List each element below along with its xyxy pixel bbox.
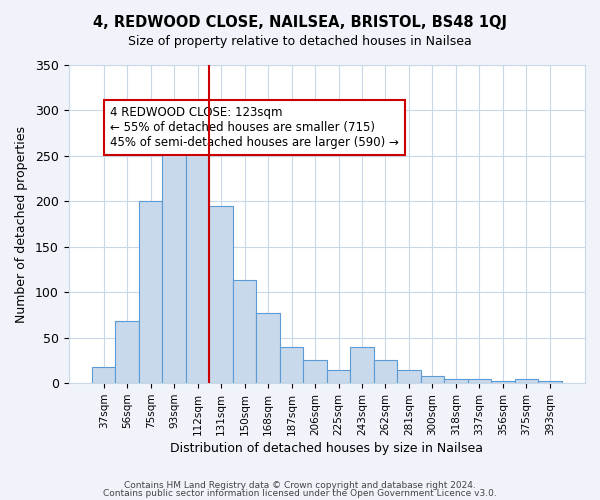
Bar: [115, 322, 139, 383]
Bar: [350, 347, 374, 383]
Bar: [92, 367, 115, 383]
Bar: [515, 378, 538, 383]
Bar: [491, 382, 515, 383]
Bar: [139, 202, 163, 383]
Bar: [186, 130, 209, 383]
Y-axis label: Number of detached properties: Number of detached properties: [15, 126, 28, 322]
Bar: [233, 280, 256, 383]
Bar: [163, 130, 186, 383]
Bar: [280, 347, 303, 383]
Bar: [467, 378, 491, 383]
Bar: [327, 370, 350, 383]
Bar: [303, 360, 327, 383]
Text: Contains HM Land Registry data © Crown copyright and database right 2024.: Contains HM Land Registry data © Crown c…: [124, 481, 476, 490]
Text: Size of property relative to detached houses in Nailsea: Size of property relative to detached ho…: [128, 35, 472, 48]
Bar: [421, 376, 444, 383]
Text: 4 REDWOOD CLOSE: 123sqm
← 55% of detached houses are smaller (715)
45% of semi-d: 4 REDWOOD CLOSE: 123sqm ← 55% of detache…: [110, 106, 399, 150]
Bar: [538, 382, 562, 383]
Bar: [444, 378, 467, 383]
Bar: [397, 370, 421, 383]
Bar: [256, 313, 280, 383]
Bar: [374, 360, 397, 383]
Text: Contains public sector information licensed under the Open Government Licence v3: Contains public sector information licen…: [103, 488, 497, 498]
X-axis label: Distribution of detached houses by size in Nailsea: Distribution of detached houses by size …: [170, 442, 483, 455]
Text: 4, REDWOOD CLOSE, NAILSEA, BRISTOL, BS48 1QJ: 4, REDWOOD CLOSE, NAILSEA, BRISTOL, BS48…: [93, 15, 507, 30]
Bar: [209, 206, 233, 383]
